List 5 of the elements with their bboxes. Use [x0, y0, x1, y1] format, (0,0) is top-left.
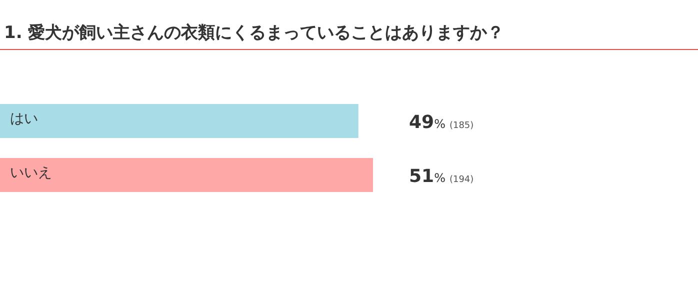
data-label: 51% (194): [409, 166, 474, 187]
y-tick-label: はい: [10, 111, 38, 127]
data-label: 49% (185): [409, 112, 474, 133]
y-tick-label: いいえ: [10, 165, 52, 181]
chart-title: 1. 愛犬が飼い主さんの衣類にくるまっていることはありますか？: [4, 23, 504, 43]
